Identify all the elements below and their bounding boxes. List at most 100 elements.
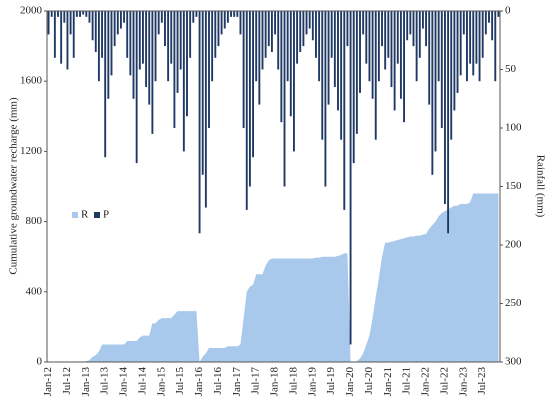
bar — [277, 11, 280, 70]
x-tick-label: Jan-22 — [420, 367, 432, 396]
bar — [418, 11, 421, 58]
bar — [258, 11, 261, 105]
bar — [396, 11, 399, 64]
bar — [198, 11, 201, 234]
x-tick-label: Jul-13 — [99, 367, 111, 395]
legend-label: R — [81, 209, 89, 221]
bar — [428, 11, 431, 105]
bar — [412, 11, 415, 47]
bar — [484, 11, 487, 35]
bar — [406, 11, 409, 41]
bar — [113, 11, 116, 47]
bar — [409, 11, 412, 35]
bar — [384, 11, 387, 70]
x-tick-label: Jul-19 — [325, 367, 337, 395]
x-tick-label: Jul-15 — [174, 367, 186, 395]
x-tick-label: Jul-21 — [401, 367, 413, 395]
legend-swatch — [94, 212, 100, 218]
bar — [101, 11, 103, 58]
bar — [293, 11, 295, 152]
bar — [214, 11, 217, 58]
bar — [321, 11, 324, 140]
bar — [91, 11, 94, 41]
bar — [359, 11, 361, 93]
bar — [233, 11, 236, 17]
bar — [135, 11, 138, 164]
bar — [170, 11, 173, 64]
bar — [387, 11, 390, 58]
x-tick-label: Jul-20 — [363, 367, 375, 395]
x-tick-label: Jan-14 — [118, 367, 130, 397]
bar — [208, 11, 210, 128]
bar — [157, 11, 160, 35]
bar — [377, 11, 380, 82]
bar — [129, 11, 132, 76]
x-tick-label: Jan-15 — [155, 367, 167, 397]
area — [48, 193, 499, 362]
bar — [270, 11, 273, 52]
bar — [381, 11, 383, 47]
bar — [223, 11, 226, 29]
bar — [63, 11, 66, 23]
x-tick-label: Jan-23 — [457, 367, 469, 397]
bar — [324, 11, 327, 187]
y2-tick-label: 250 — [505, 297, 522, 309]
bar — [66, 11, 69, 70]
bar — [164, 11, 166, 47]
bar — [425, 11, 428, 47]
bar — [79, 11, 81, 17]
bar — [283, 11, 286, 187]
x-tick-label: Jan-12 — [42, 367, 54, 396]
bar — [97, 11, 100, 82]
bar — [456, 11, 459, 93]
bar — [337, 11, 339, 111]
bar — [217, 11, 220, 47]
x-tick-label: Jul-23 — [476, 367, 488, 395]
bar — [204, 11, 207, 208]
bar — [72, 11, 75, 58]
bar — [478, 11, 481, 82]
y2-tick-label: 0 — [505, 5, 511, 17]
x-tick-label: Jul-17 — [250, 367, 262, 395]
bar — [289, 11, 292, 117]
bar — [431, 11, 434, 175]
bar — [261, 11, 264, 70]
bar — [239, 11, 242, 35]
bar — [151, 11, 154, 134]
bar — [318, 11, 321, 82]
x-tick-label: Jan-17 — [231, 367, 243, 397]
bar — [434, 11, 437, 152]
bar — [82, 11, 85, 15]
bar — [126, 11, 129, 58]
bar — [242, 11, 245, 128]
x-tick-label: Jan-16 — [193, 367, 205, 397]
bar — [173, 11, 176, 128]
x-tick-label: Jan-18 — [269, 367, 281, 397]
y-tick-label: 2000 — [20, 5, 43, 17]
bar — [236, 11, 239, 17]
bar — [248, 11, 251, 187]
bar — [296, 11, 299, 64]
x-tick-label: Jul-12 — [61, 367, 73, 395]
bar — [50, 11, 53, 17]
y-tick-label: 800 — [26, 215, 43, 227]
legend-swatch — [72, 212, 78, 218]
bar — [195, 11, 198, 17]
bar — [390, 11, 393, 88]
bar — [88, 11, 91, 23]
bar — [368, 11, 371, 82]
bar — [186, 11, 188, 117]
bar — [355, 11, 358, 134]
bar — [230, 11, 232, 17]
bar — [374, 11, 377, 140]
bar — [403, 11, 405, 123]
bar — [330, 11, 333, 58]
x-tick-label: Jan-19 — [306, 367, 318, 397]
bar — [154, 11, 157, 82]
y-tick-label: 0 — [37, 356, 43, 368]
bar — [176, 11, 179, 93]
bar — [220, 11, 223, 35]
bar — [264, 11, 267, 58]
x-tick-label: Jul-16 — [212, 367, 224, 395]
bar — [255, 11, 258, 82]
